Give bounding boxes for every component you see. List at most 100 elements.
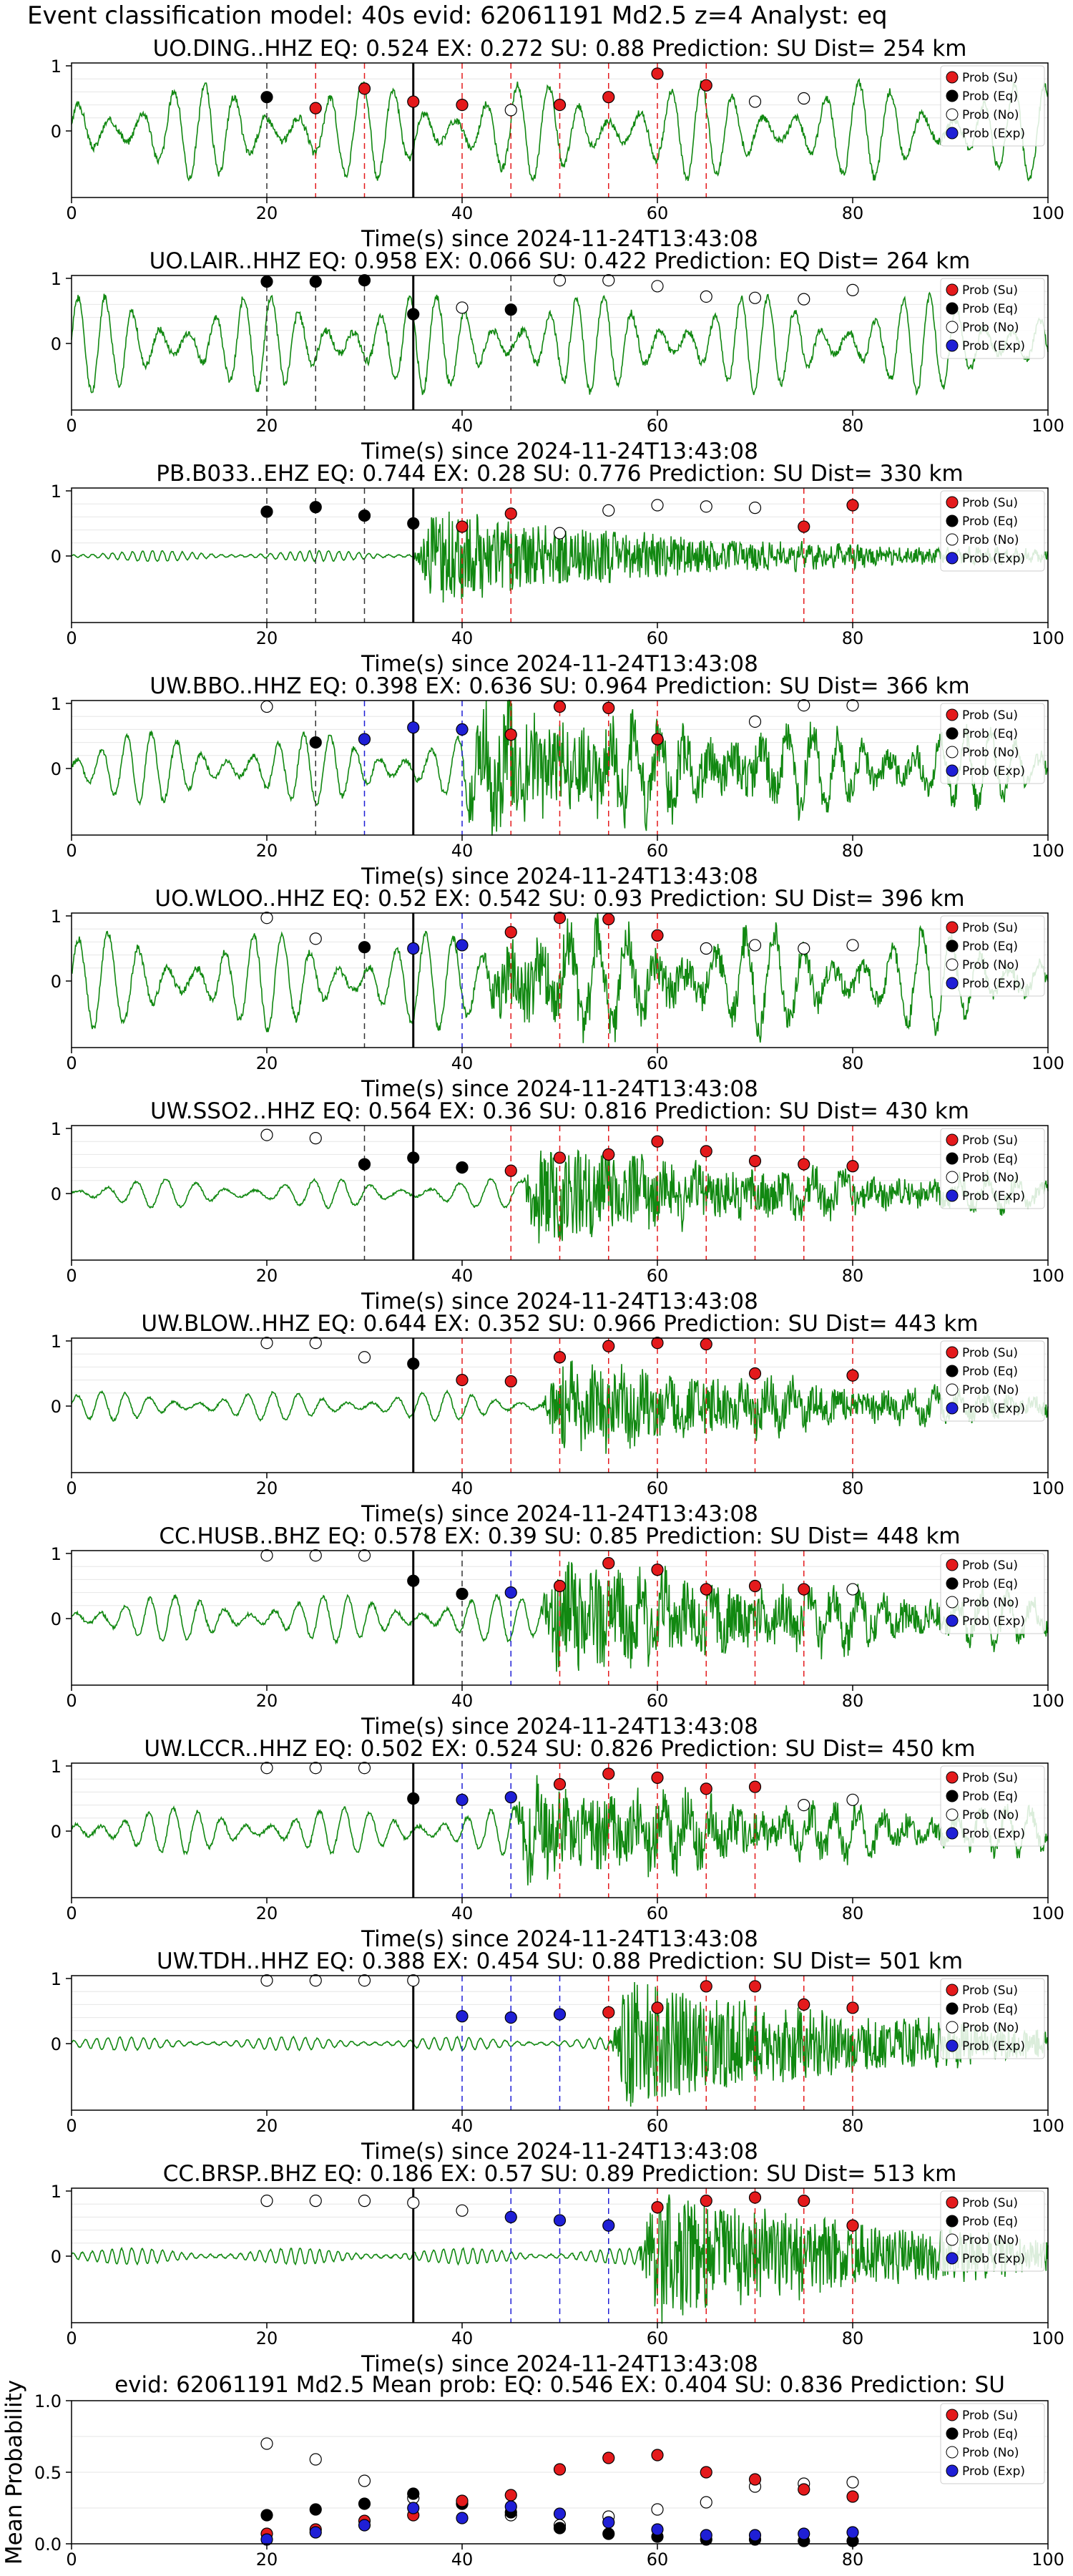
panel-6: UW.SSO2..HHZ EQ: 0.564 EX: 0.36 SU: 0.81… xyxy=(51,1098,1064,1314)
ytick-label: 1 xyxy=(51,57,62,77)
axes-frame xyxy=(71,1550,1049,1686)
xtick-label: 0 xyxy=(66,203,77,223)
prob-point-no xyxy=(309,1974,322,1987)
xtick-label: 20 xyxy=(256,2328,278,2348)
legend-label: Prob (Exp) xyxy=(962,977,1025,991)
prob-point-exp xyxy=(504,2210,517,2223)
legend-label: Prob (No) xyxy=(962,321,1019,335)
prob-point-eq xyxy=(260,275,273,288)
prob-point-no xyxy=(748,95,762,108)
mean-point-exp xyxy=(358,2519,371,2532)
xtick-label: 20 xyxy=(256,1691,278,1711)
axes-frame xyxy=(71,700,1049,836)
legend-label: Prob (Eq) xyxy=(962,302,1018,316)
mean-point-eq xyxy=(602,2527,615,2540)
prob-point-su xyxy=(407,95,420,108)
legend-marker-eq xyxy=(946,1790,959,1802)
prob-point-no xyxy=(309,932,322,945)
xtick-label: 40 xyxy=(451,1691,474,1711)
legend-marker-su xyxy=(946,71,959,84)
legend-marker-no xyxy=(946,1383,959,1396)
prob-point-no xyxy=(309,1549,322,1562)
mean-point-eq xyxy=(260,2509,273,2522)
ytick-label: 1 xyxy=(51,694,62,714)
prob-point-eq xyxy=(456,1587,469,1601)
waveform-trace xyxy=(71,511,1049,603)
prob-point-su xyxy=(798,1583,810,1596)
legend-label: Prob (Exp) xyxy=(962,1189,1025,1204)
xtick-label: 0 xyxy=(66,628,77,648)
prob-point-no xyxy=(260,1128,273,1141)
mean-point-exp xyxy=(798,2527,810,2540)
xtick-label: 40 xyxy=(451,2328,474,2348)
legend-label: Prob (Su) xyxy=(962,1984,1018,1998)
xtick-label: 0 xyxy=(66,1903,77,1923)
prob-point-no xyxy=(748,715,762,728)
legend-frame xyxy=(940,1128,1045,1209)
xtick-label: 100 xyxy=(1032,416,1064,436)
xtick-label: 60 xyxy=(647,2116,669,2136)
axes-frame xyxy=(71,912,1049,1048)
mean-point-no xyxy=(309,2453,322,2466)
legend-marker-exp xyxy=(946,1189,959,1202)
legend-marker-eq xyxy=(946,2002,959,2015)
legend-marker-eq xyxy=(946,2215,959,2228)
prob-point-su xyxy=(504,507,517,520)
axes-frame xyxy=(71,487,1049,623)
mean-point-eq xyxy=(309,2503,322,2516)
xtick-label: 80 xyxy=(842,2328,864,2348)
ytick-label: 0 xyxy=(51,2034,62,2054)
legend-marker-su xyxy=(946,2409,959,2421)
panel-10: UW.TDH..HHZ EQ: 0.388 EX: 0.454 SU: 0.88… xyxy=(51,1948,1064,2165)
x-axis-label: Time(s) since 2024-11-24T13:43:08 xyxy=(361,651,758,677)
prob-point-no xyxy=(798,942,810,955)
legend-frame xyxy=(940,278,1045,359)
legend-label: Prob (Su) xyxy=(962,708,1018,723)
xtick-label: 40 xyxy=(451,1053,474,1073)
legend-label: Prob (Su) xyxy=(962,921,1018,935)
prob-point-no xyxy=(358,2195,371,2207)
mean-point-no xyxy=(651,2503,664,2516)
mean-point-su xyxy=(553,2463,567,2476)
ytick-label: 0 xyxy=(51,1822,62,1842)
prob-point-no xyxy=(260,1762,273,1775)
prob-point-exp xyxy=(456,2010,469,2023)
prob-point-no xyxy=(846,1793,859,1806)
prob-point-su xyxy=(358,82,371,95)
prob-point-no xyxy=(846,1583,859,1596)
mean-panel: evid: 62061191 Md2.5 Mean prob: EQ: 0.54… xyxy=(1,2372,1064,2570)
x-axis-label: Time(s) since 2024-11-24T13:43:08 xyxy=(361,1926,758,1952)
prob-point-eq xyxy=(260,91,273,104)
prob-point-su xyxy=(602,1340,615,1352)
legend-marker-exp xyxy=(946,2039,959,2052)
prob-point-no xyxy=(553,274,567,287)
legend-label: Prob (Exp) xyxy=(962,1402,1025,1416)
waveform-trace xyxy=(71,2194,1049,2324)
legend-label: Prob (Eq) xyxy=(962,940,1018,954)
ytick-label: 1 xyxy=(51,1332,62,1352)
legend-label: Prob (No) xyxy=(962,2021,1019,2035)
xtick-label: 40 xyxy=(451,1266,474,1286)
xtick-label: 100 xyxy=(1032,841,1064,861)
prob-point-no xyxy=(651,280,664,293)
legend-marker-su xyxy=(946,1133,959,1146)
xtick-label: 60 xyxy=(647,1903,669,1923)
prob-point-no xyxy=(309,1132,322,1145)
mean-point-no xyxy=(700,2496,712,2509)
prob-point-eq xyxy=(407,1574,420,1587)
prob-point-su xyxy=(504,1164,517,1177)
legend-label: Prob (Su) xyxy=(962,71,1018,85)
axes-frame xyxy=(71,1762,1049,1898)
prob-point-su xyxy=(651,67,664,80)
legend-marker-su xyxy=(946,1558,959,1571)
prob-point-eq xyxy=(504,303,517,316)
panel-2: UO.LAIR..HHZ EQ: 0.958 EX: 0.066 SU: 0.4… xyxy=(51,248,1064,464)
x-axis-label: Time(s) since 2024-11-24T13:43:08 xyxy=(361,439,758,464)
prob-point-eq xyxy=(456,1161,469,1174)
panel-3: PB.B033..EHZ EQ: 0.744 EX: 0.28 SU: 0.77… xyxy=(51,461,1064,677)
prob-point-eq xyxy=(407,517,420,530)
prob-point-su xyxy=(798,2195,810,2207)
legend-label: Prob (Eq) xyxy=(962,1365,1018,1379)
prob-point-su xyxy=(553,912,567,924)
panel-11: CC.BRSP..BHZ EQ: 0.186 EX: 0.57 SU: 0.89… xyxy=(51,2161,1064,2377)
